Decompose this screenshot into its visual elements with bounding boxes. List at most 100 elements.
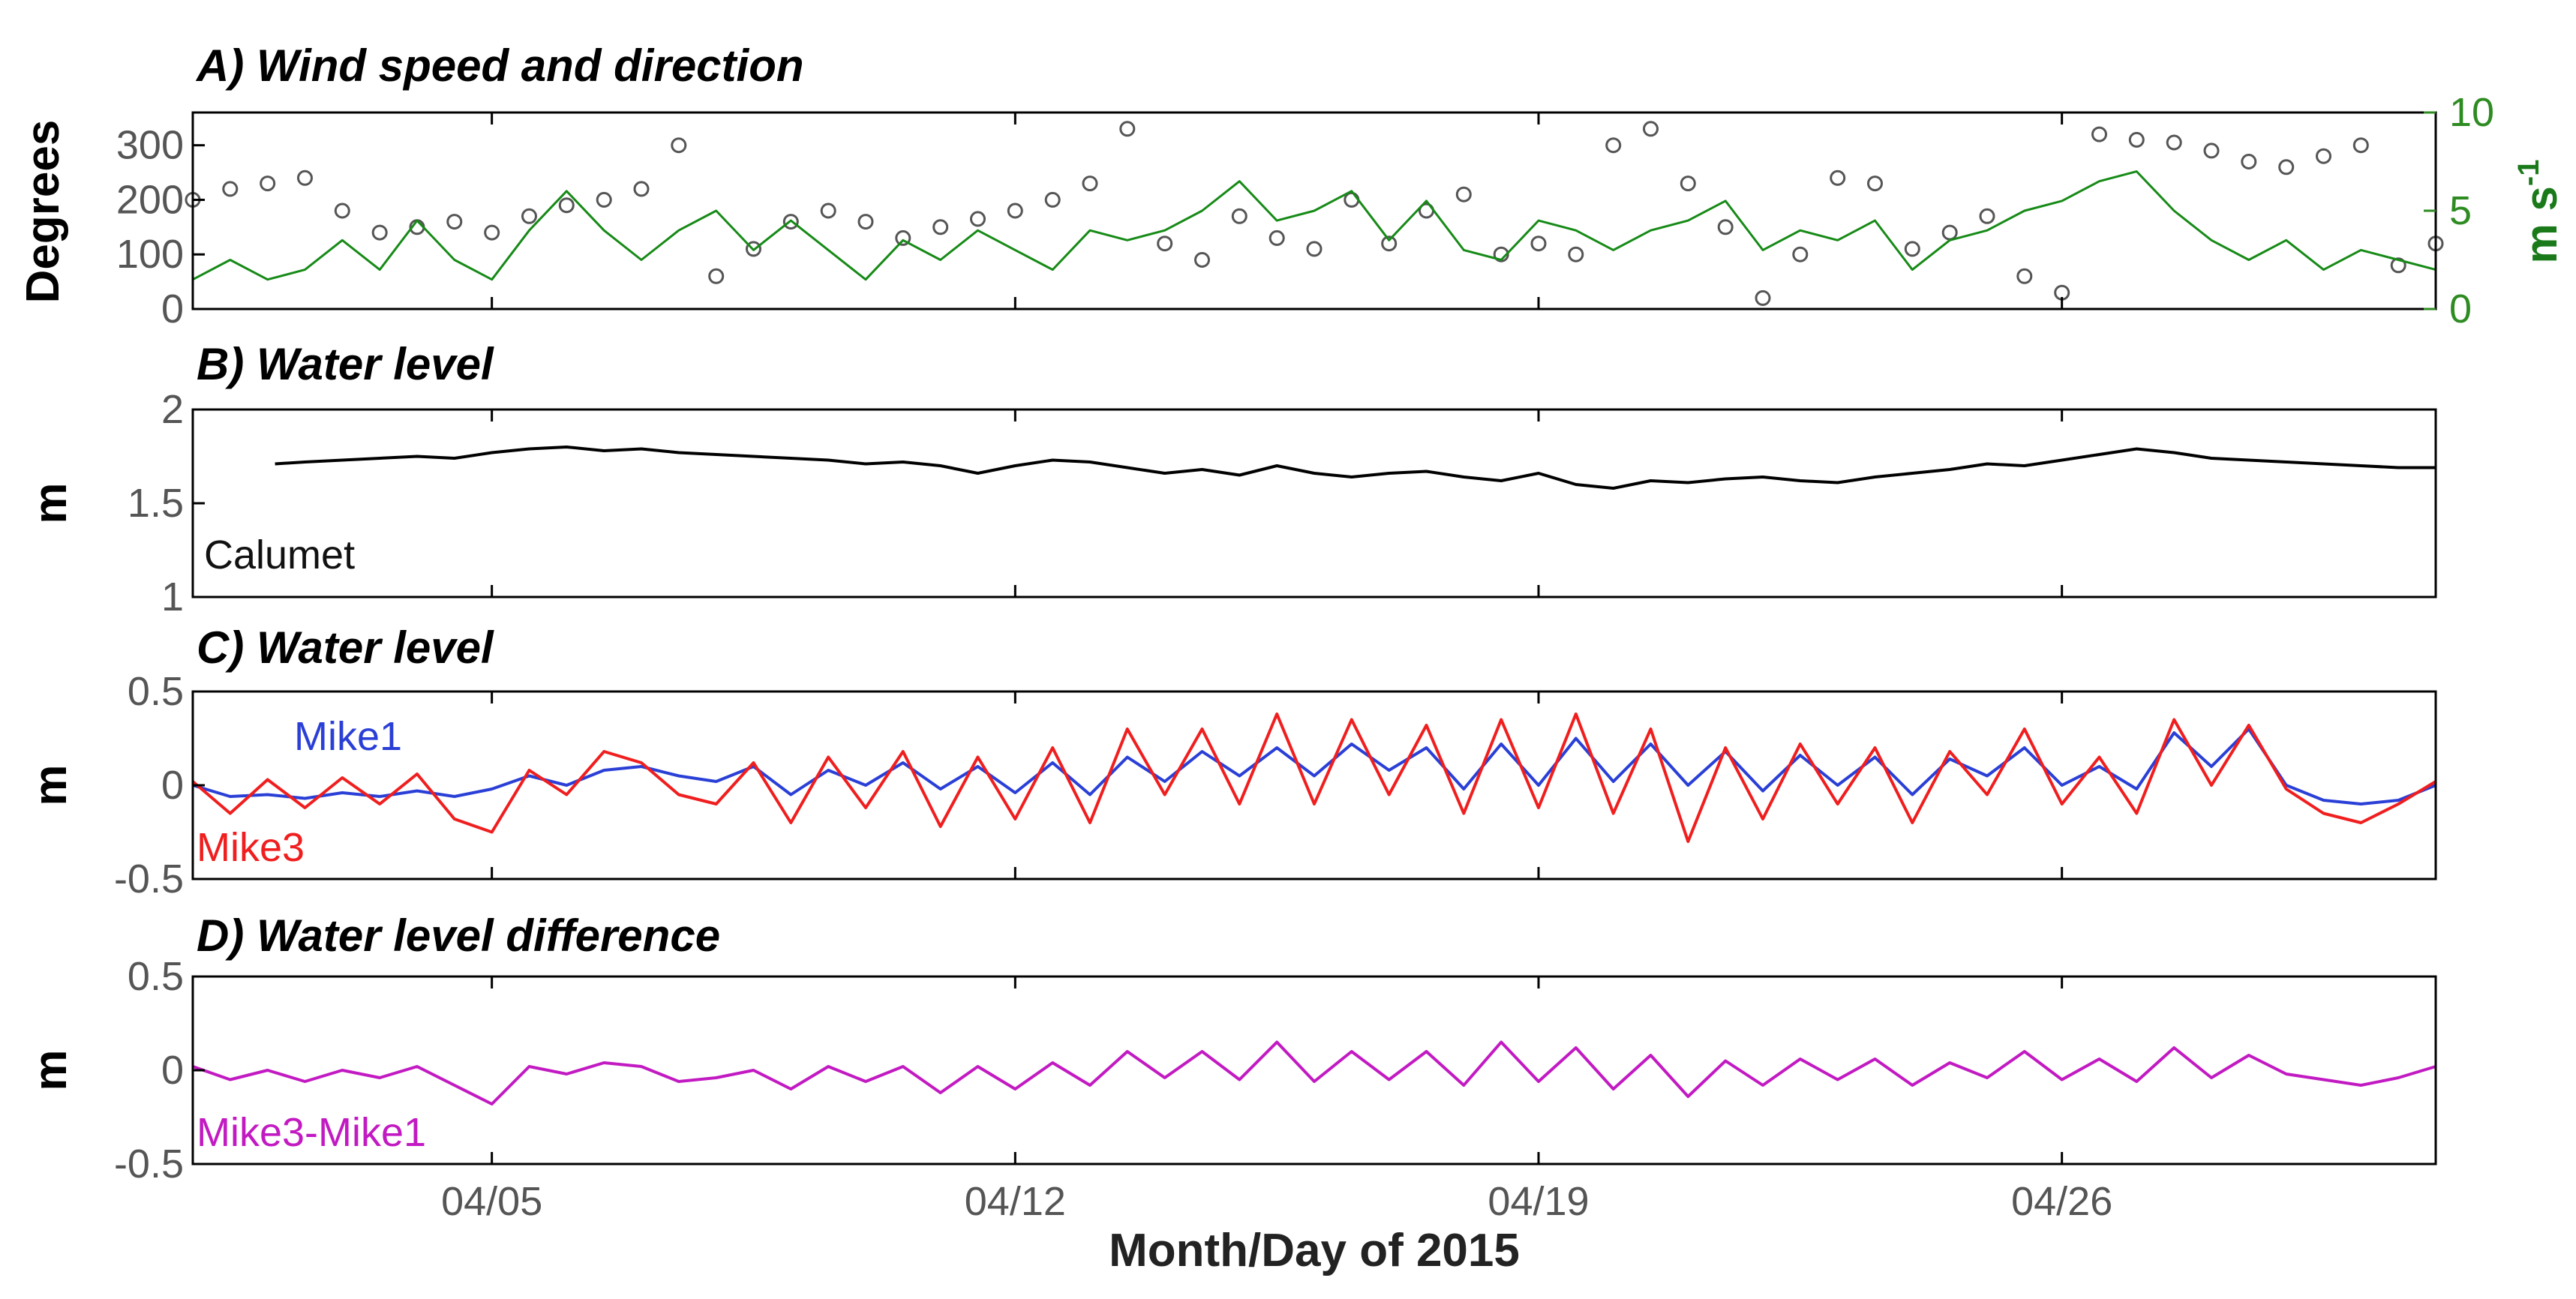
panel-b-marks [275,446,2436,490]
panel-d-xtick-label-0: 04/05 [441,1179,542,1224]
panel-a-direction-point-1 [222,181,239,197]
panel-a-direction-point-16 [782,214,799,230]
panel-c-water-level: C) Water level -0.5 0 0.5 m Mike1 Mike3 [25,622,2437,902]
panel-a-direction-point-27 [1194,252,1210,268]
panel-b-frame [191,408,2437,598]
panel-a-direction-point-18 [857,214,874,230]
panel-a-direction-point-13 [671,137,687,154]
panel-a-direction-point-2 [260,176,276,192]
panel-c-xticks [491,692,2064,879]
panel-a-yticks-right: 0 5 10 [2424,90,2494,332]
panel-a-direction-point-5 [371,224,388,241]
panel-a-direction-point-24 [1082,176,1098,192]
panel-c-series-line-0 [192,728,2436,806]
panel-d-marks [192,1040,2436,1106]
panel-a-direction-point-57 [2316,148,2331,164]
panel-a-xticks [491,112,2064,309]
panel-a-direction-point-49 [2016,268,2033,284]
panel-b-annotation-calumet: Calumet [204,532,355,578]
panel-c-ytick-label-1: 0 [161,763,184,808]
panel-a-ytick-label-0: 0 [161,286,184,332]
panel-c-series-line-1 [191,712,2437,843]
panel-a-direction-point-51 [2091,126,2107,142]
panel-a-direction-point-19 [895,230,911,246]
panel-a-direction-point-46 [1904,241,1920,257]
panel-a-direction-point-45 [1867,176,1883,192]
panel-d-ytick-label-0: -0.5 [114,1142,184,1186]
panel-d-water-level-difference: D) Water level difference -0.5 0 0.5 04/05… [25,910,2437,1224]
panel-c-yticks: -0.5 0 0.5 [114,669,205,902]
x-axis-label: Month/Day of 2015 [1109,1225,1520,1276]
panel-b-ytick-label-0: 1 [161,574,184,620]
panel-a-direction-point-52 [2128,131,2145,148]
panel-a-ytick-label-1: 100 [116,232,184,277]
panel-b-yticks: 11.52 [128,387,205,620]
panel-a-ytick-label-3: 300 [116,123,184,168]
panel-b-ytick-label-2: 2 [161,387,184,432]
panel-c-ytick-label-2: 0.5 [128,669,184,714]
panel-a-direction-point-8 [484,224,500,241]
panel-d-title: D) Water level difference [197,910,720,961]
panel-a-ytick-right-label-1: 5 [2449,188,2472,233]
panel-a-direction-point-25 [1119,121,1136,137]
panel-a-direction-point-41 [1717,219,1734,236]
panel-a-direction-point-59 [2390,257,2406,274]
panel-c-frame [191,690,2437,880]
panel-c-ytick-label-0: -0.5 [114,856,184,902]
panel-b-series-line-0 [275,446,2436,490]
panel-b-water-level: B) Water level 11.52 m Calumet [25,339,2437,620]
panel-d-annotation: Mike3-Mike1 [197,1110,426,1155]
panel-d-xtick-label-3: 04/26 [2011,1179,2112,1224]
panel-a-ylabel: Degrees [17,120,69,304]
panel-d-series-line-0 [192,1040,2436,1106]
panel-d-ytick-label-1: 0 [161,1048,184,1093]
panel-a-direction-point-37 [1568,246,1584,262]
panel-d-xtick-label-2: 04/19 [1488,1179,1589,1224]
panel-a-direction-point-56 [2278,159,2295,176]
panel-a-direction-point-12 [633,181,650,197]
panel-a-direction-point-58 [2352,137,2369,154]
panel-c-label-mike3: Mike3 [197,825,305,870]
panel-a-direction-point-17 [820,202,836,219]
panel-a-direction-point-10 [558,197,575,214]
panel-a-direction-point-15 [746,241,761,257]
panel-a-direction-point-31 [1344,191,1360,208]
panel-a-ytick-label-2: 200 [116,177,184,222]
panel-a-direction-point-48 [1979,208,1995,224]
panel-c-label-mike1: Mike1 [294,714,402,759]
panel-a-direction-point-4 [334,202,350,219]
panel-a-title: A) Wind speed and direction [195,40,804,91]
panel-b-xticks [491,410,2064,597]
panel-b-title: B) Water level [197,339,494,389]
panel-a-direction-point-3 [297,170,313,186]
panel-a-direction-point-21 [970,211,986,227]
panel-c-title: C) Water level [197,622,494,673]
panel-a-ytick-right-label-0: 0 [2449,286,2472,332]
panel-a-direction-point-23 [1044,191,1061,208]
panel-a-direction-point-20 [932,219,949,236]
panel-a-direction-point-22 [1007,202,1023,219]
panel-a-ylabel-right: m s-1 [2512,160,2566,264]
panel-a-marks [185,121,2444,306]
panel-a-series-line-1 [192,170,2436,281]
panel-a-direction-point-7 [446,214,463,230]
panel-a-direction-point-54 [2203,142,2220,159]
panel-a-ylabel-right-sup: -1 [2512,160,2545,187]
panel-a-direction-point-30 [1306,241,1323,257]
panel-a-yticks: 0 100 200 300 [116,123,205,332]
panel-a-direction-point-14 [708,268,725,284]
panel-a-direction-point-42 [1755,290,1771,306]
panel-a-direction-point-44 [1830,170,1846,186]
panel-a-direction-point-39 [1643,121,1659,137]
panel-d-frame [191,975,2437,1166]
panel-d-yticks: -0.5 0 0.5 [114,954,205,1186]
panel-a-ytick-right-label-2: 10 [2449,90,2494,135]
panel-d-ytick-label-2: 0.5 [128,954,184,999]
panel-a-direction-point-9 [521,208,537,224]
panel-b-ytick-label-1: 1.5 [128,481,184,526]
panel-a-direction-point-40 [1680,176,1696,192]
panel-d-xtick-label-1: 04/12 [965,1179,1066,1224]
panel-c-marks [191,712,2437,843]
panel-b-ylabel: m [25,482,77,524]
